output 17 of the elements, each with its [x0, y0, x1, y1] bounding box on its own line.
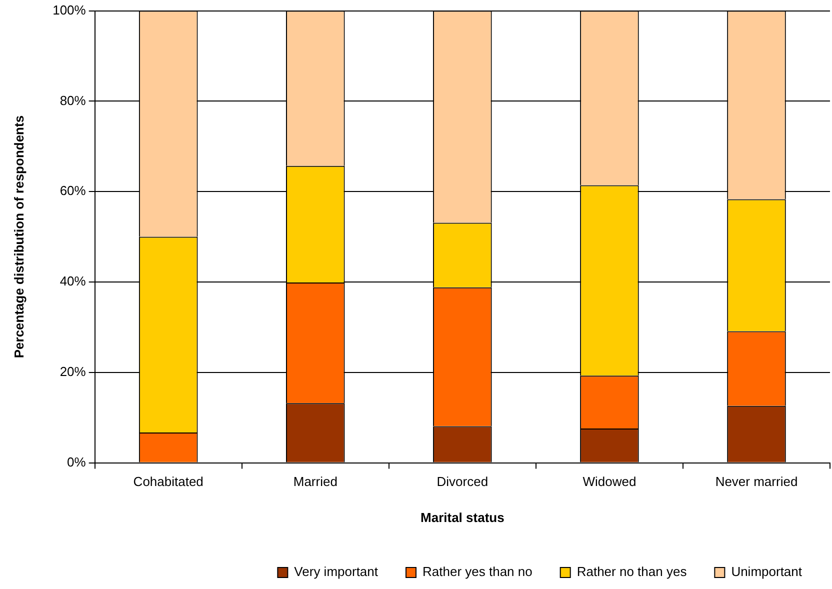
y-tick-label: 80% [60, 92, 86, 108]
x-tick-label: Divorced [436, 474, 488, 490]
y-tick-label: 60% [60, 183, 86, 198]
y-tick-label: 40% [60, 274, 86, 289]
legend-label: Very important [294, 564, 378, 580]
y-tick-label: 20% [60, 364, 86, 379]
x-tick-label: Married [293, 474, 338, 490]
x-tick-label: Never married [715, 474, 798, 490]
x-axis-title: Marital status [420, 510, 504, 525]
y-tick-label: 0% [67, 454, 86, 470]
legend-label: Rather no than yes [576, 564, 688, 580]
y-tick-label: 100% [52, 2, 86, 18]
x-tick-label: Cohabitated [133, 474, 204, 490]
y-axis-title: Percentage distribution of respondents [11, 115, 26, 358]
legend-label: Rather yes than no [422, 564, 532, 580]
legend-label: Unimportant [731, 564, 802, 580]
x-tick-label: Widowed [582, 474, 636, 490]
